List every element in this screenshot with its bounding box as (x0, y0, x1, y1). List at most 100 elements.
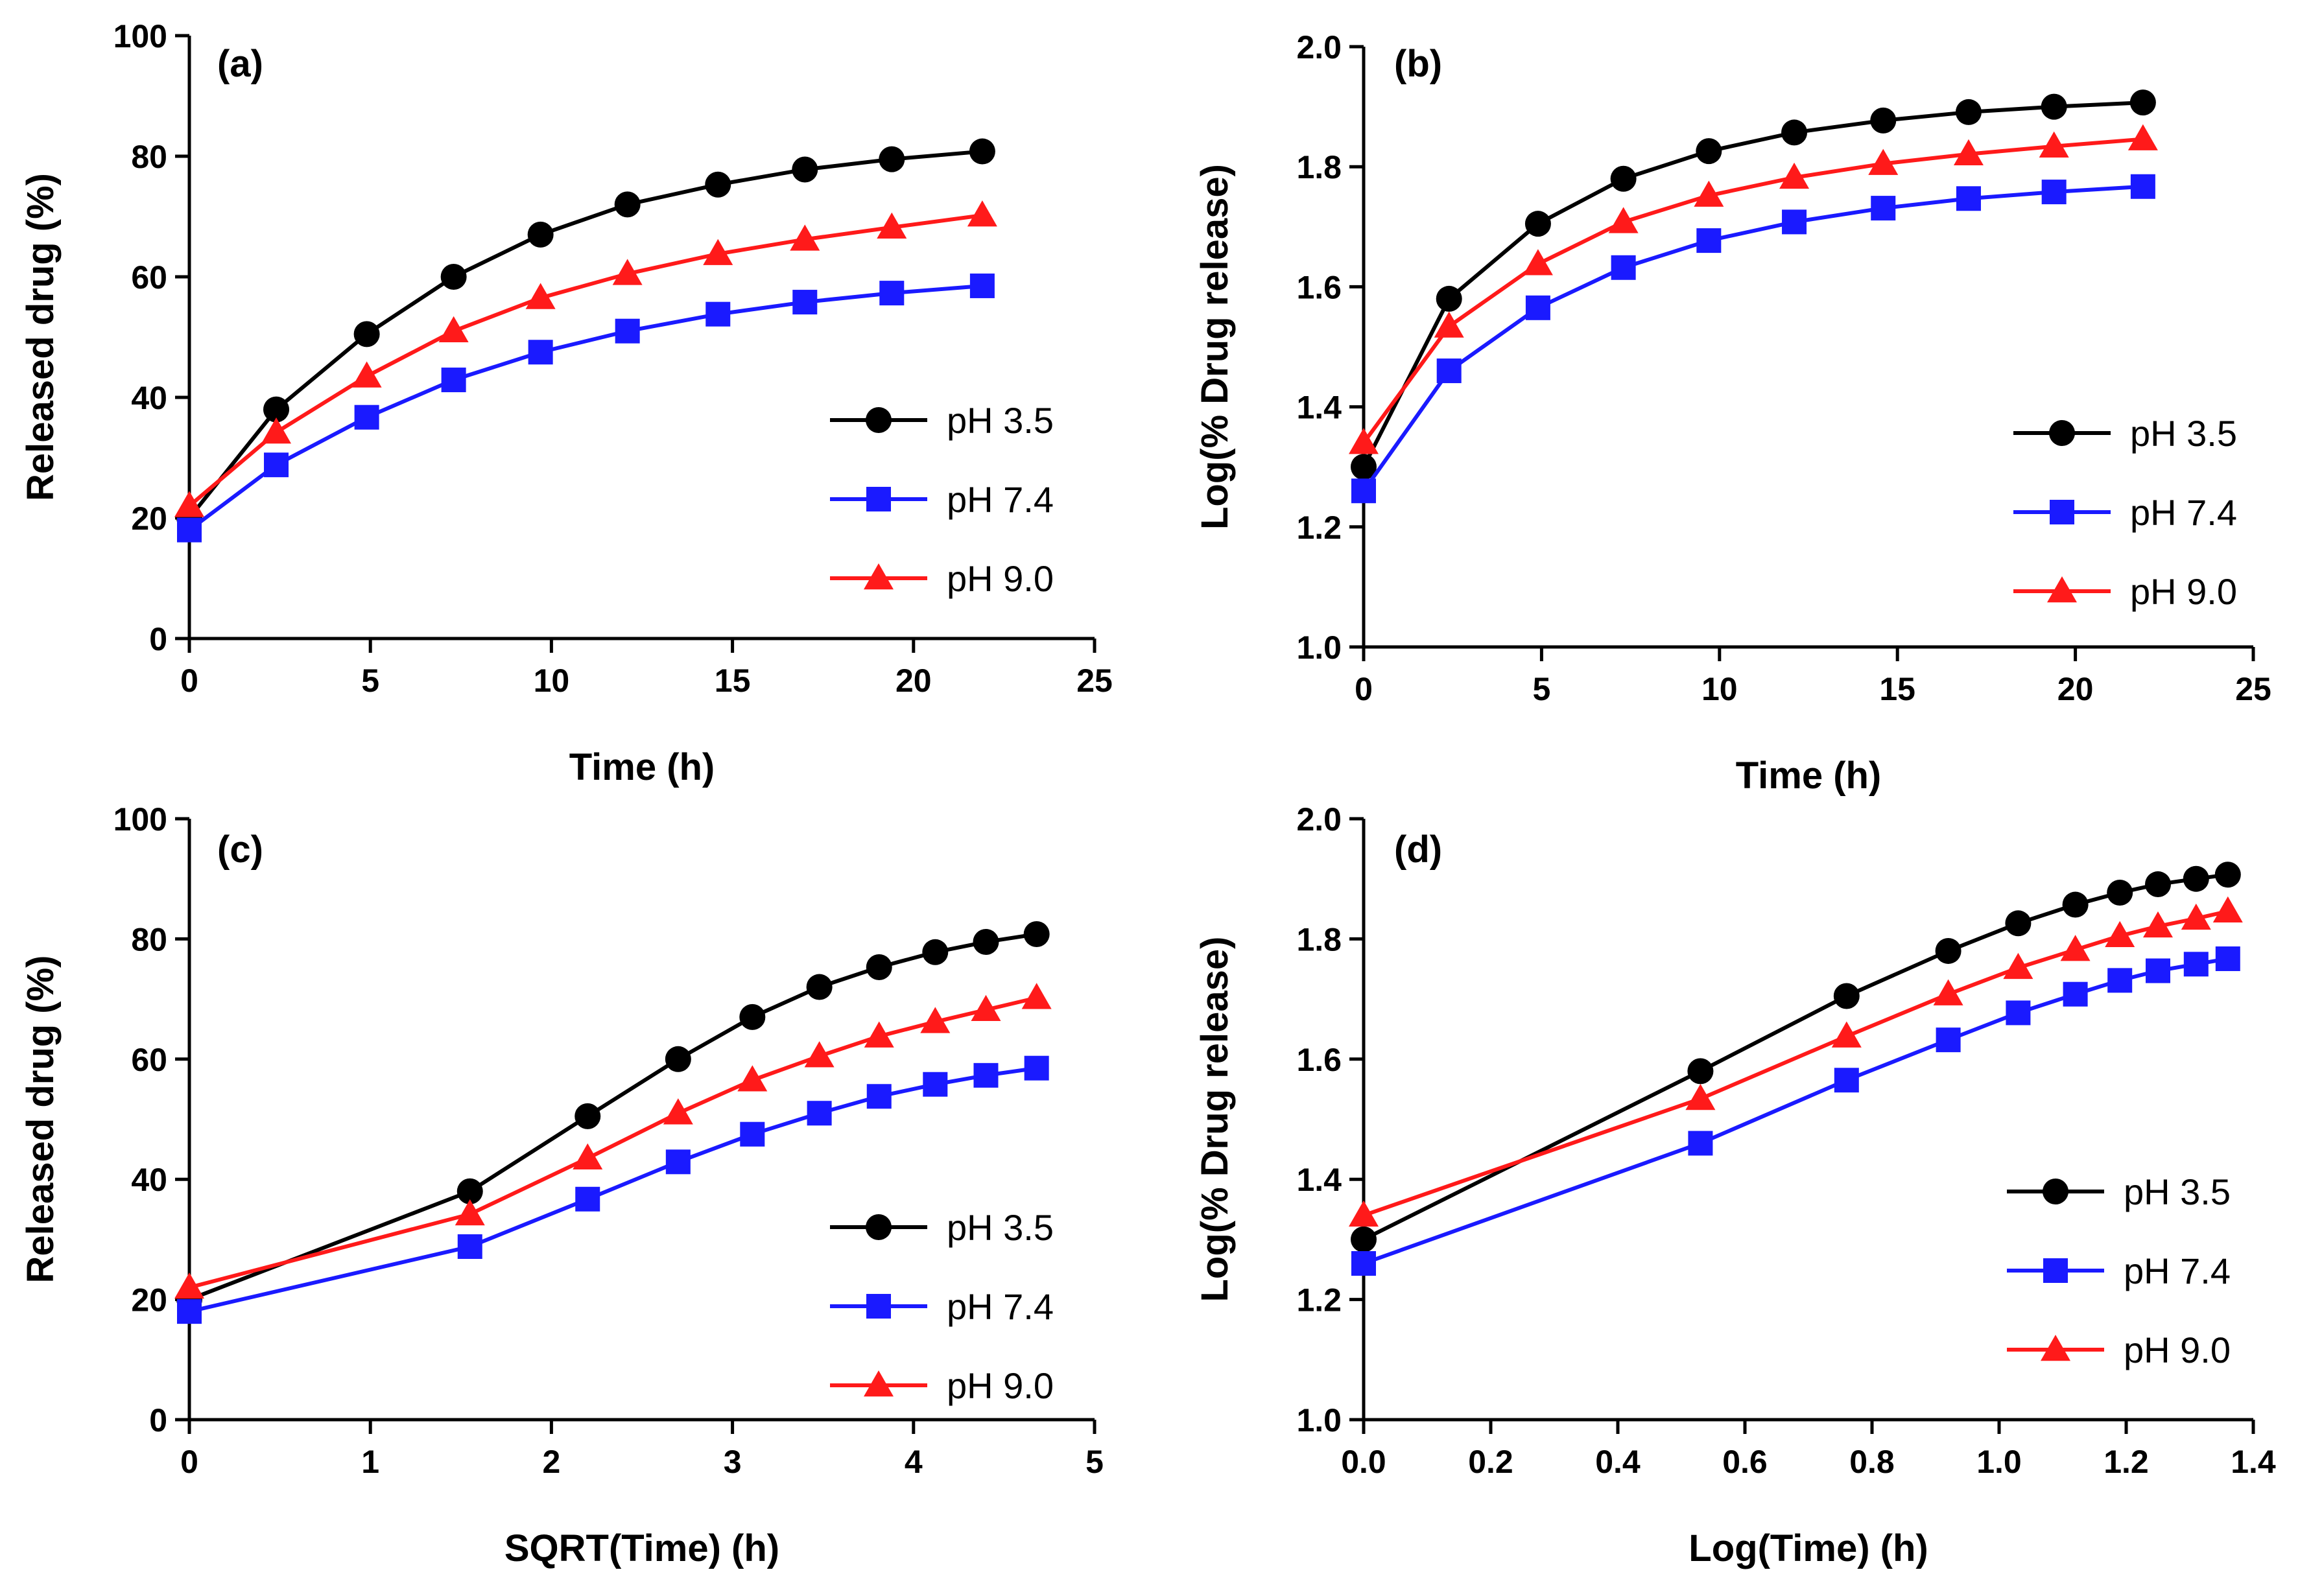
y-tick-label: 1.6 (1296, 269, 1342, 305)
data-point-ph74 (2146, 958, 2170, 983)
data-point-ph35 (969, 138, 995, 165)
data-point-ph90 (1349, 1200, 1379, 1227)
series-line-ph90 (1363, 909, 2229, 1217)
panel-c: 0 20 40 60 80 100 0 1 2 3 4 5 SQRT(Time) (h) Released… (19, 801, 1104, 1569)
x-tick-label: 25 (1076, 663, 1113, 699)
data-point-ph35 (1610, 165, 1637, 192)
y-tick-label: 80 (131, 921, 167, 957)
data-point-ph35 (1870, 107, 1897, 134)
data-point-ph74 (2130, 174, 2155, 199)
x-tick-label: 0 (180, 1444, 198, 1480)
data-point-ph90 (1434, 311, 1464, 338)
series-ph90 (1349, 896, 2243, 1227)
series-ph35 (176, 138, 995, 531)
x-tick-label: 0 (180, 663, 198, 699)
x-tick-label: 4 (905, 1444, 923, 1480)
data-point-ph90 (1349, 428, 1379, 454)
data-point-ph90 (351, 361, 382, 388)
data-point-ph74 (354, 405, 379, 430)
panel-d: 1.0 1.2 1.4 1.6 1.8 2.0 0.0 0.2 0.4 0.6 0.8 1.0 1.2 1… (1194, 801, 2276, 1569)
series-line-ph35 (1362, 100, 2144, 468)
data-point-ph74 (177, 517, 202, 543)
data-point-ph90 (455, 1199, 485, 1226)
data-point-ph74 (264, 452, 289, 478)
series-line-ph90 (188, 213, 983, 508)
legend: pH 3.5 pH 7.4 pH 9.0 (2013, 413, 2237, 612)
data-point-ph74 (969, 273, 995, 298)
panel-a: 0 20 40 60 80 100 0 5 10 15 20 25 Time (h) Released d… (19, 18, 1113, 788)
data-point-ph35 (2062, 891, 2089, 918)
data-point-ph90 (438, 316, 469, 342)
data-point-ph90 (877, 212, 907, 239)
data-point-ph90 (1933, 979, 1963, 1005)
data-point-ph35 (440, 264, 467, 290)
y-tick-label: 100 (113, 18, 167, 54)
data-point-ph74 (879, 281, 905, 306)
x-tick-label: 1 (361, 1444, 379, 1480)
legend-marker-ph90 (2041, 1335, 2070, 1361)
data-point-ph90 (2143, 911, 2173, 938)
x-axis-title: Time (h) (1736, 755, 1882, 797)
data-point-ph90 (790, 224, 820, 251)
y-tick-label: 2.0 (1296, 801, 1342, 838)
data-point-ph35 (792, 156, 818, 183)
y-axis-title: Log(% Drug release) (1194, 937, 1236, 1302)
series-line-ph74 (1362, 184, 2144, 492)
data-point-ph74 (2006, 1000, 2031, 1026)
legend-label-ph35: pH 3.5 (947, 400, 1054, 441)
data-point-ph35 (806, 974, 833, 1000)
data-point-ph74 (1936, 1027, 1961, 1053)
data-point-ph74 (705, 301, 731, 327)
series-ph90 (174, 200, 997, 517)
data-point-ph35 (1023, 921, 1050, 947)
data-point-ph74 (575, 1186, 600, 1212)
data-point-ph35 (2214, 862, 2241, 888)
data-point-ph74 (441, 368, 466, 393)
panel-label: (d) (1394, 828, 1442, 871)
x-tick-label: 5 (1085, 1444, 1104, 1480)
y-tick-label: 60 (131, 1042, 167, 1078)
legend-label-ph90: pH 9.0 (947, 558, 1054, 599)
x-tick-label: 0.6 (1722, 1444, 1768, 1480)
series-line-ph74 (188, 283, 983, 532)
x-tick-label: 20 (2057, 671, 2094, 707)
x-tick-label: 20 (895, 663, 932, 699)
x-tick-label: 3 (724, 1444, 742, 1480)
data-point-ph74 (2215, 946, 2240, 971)
data-point-ph90 (1021, 983, 1052, 1009)
data-point-ph74 (1024, 1055, 1049, 1081)
y-tick-label: 1.8 (1296, 921, 1342, 957)
legend-label-ph74: pH 7.4 (947, 479, 1054, 520)
y-tick-label: 80 (131, 139, 167, 175)
data-point-ph90 (2212, 896, 2243, 923)
series-line-ph90 (189, 996, 1037, 1289)
series-line-ph35 (188, 932, 1037, 1302)
y-axis-title: Released drug (%) (19, 173, 62, 501)
x-tick-label: 0.8 (1849, 1444, 1895, 1480)
x-tick-label: 25 (2235, 671, 2271, 707)
data-point-ph35 (879, 146, 905, 172)
data-point-ph35 (1351, 454, 1377, 480)
x-tick-label: 5 (1532, 671, 1550, 707)
legend-marker-ph35 (2049, 420, 2075, 446)
x-axis-title: SQRT(Time) (h) (504, 1527, 779, 1569)
y-tick-label: 60 (131, 259, 167, 296)
data-point-ph35 (527, 221, 554, 248)
series-ph35 (1351, 89, 2156, 480)
legend-marker-ph35 (2043, 1179, 2068, 1204)
data-point-ph90 (1608, 207, 1639, 233)
data-point-ph74 (1871, 196, 1896, 221)
data-point-ph74 (1696, 228, 1722, 253)
data-point-ph74 (740, 1121, 765, 1147)
y-tick-label: 0 (149, 621, 167, 657)
x-tick-label: 2 (542, 1444, 560, 1480)
data-point-ph35 (973, 929, 999, 956)
data-point-ph35 (705, 171, 731, 198)
data-point-ph74 (1436, 358, 1462, 384)
data-point-ph74 (1351, 478, 1376, 504)
legend-label-ph74: pH 7.4 (2124, 1250, 2231, 1291)
data-point-ph90 (573, 1143, 603, 1170)
data-point-ph90 (1831, 1021, 1862, 1048)
data-point-ph74 (1956, 186, 1981, 211)
